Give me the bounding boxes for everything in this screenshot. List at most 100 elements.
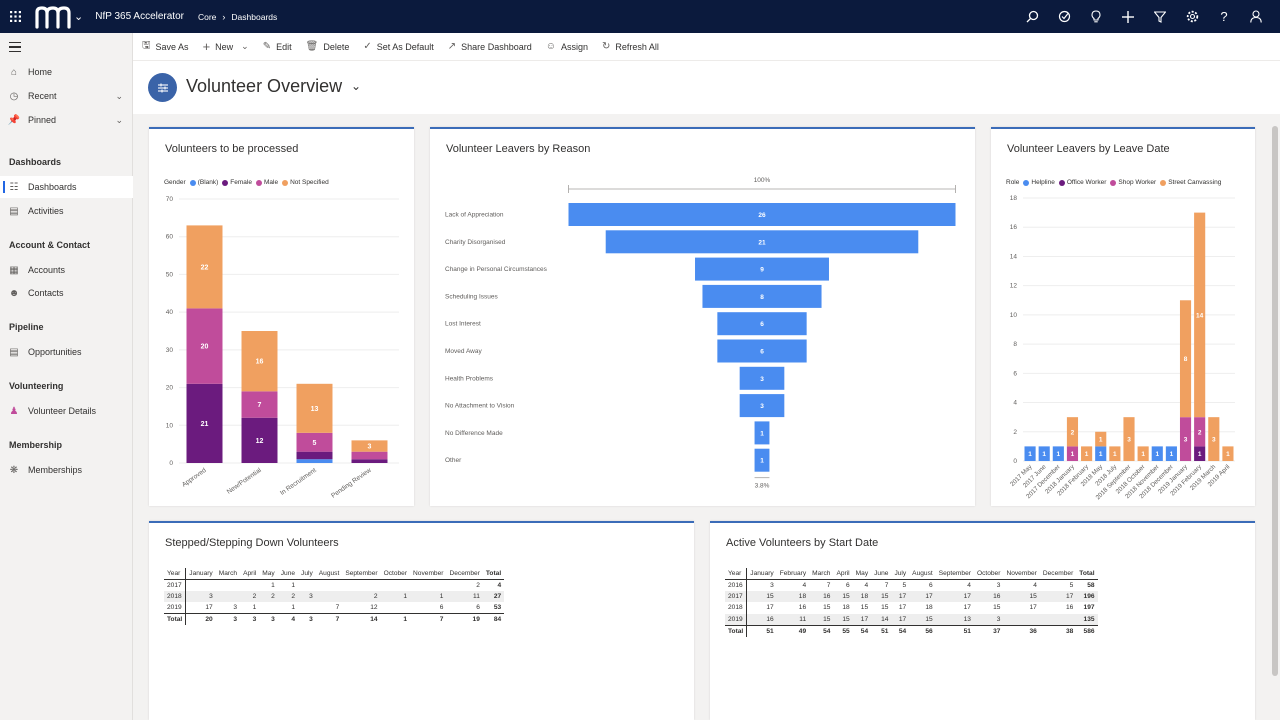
total-row: Total 20 3 3 3 4 3 7 14 1 7 19 84 — [164, 613, 505, 625]
table-cell: 586 — [1076, 624, 1098, 637]
table-cell — [342, 579, 380, 591]
column-header[interactable]: September — [345, 569, 378, 577]
set-default-button[interactable]: ✓ Set As Default — [363, 41, 433, 52]
chart-leavers-by-reason[interactable]: 100% Lack of Appreciation 26 Charity Disorg… — [430, 169, 975, 506]
chevron-down-icon[interactable]: ⌄ — [115, 90, 123, 101]
sidebar-item-contacts[interactable]: ☻ Contacts — [0, 282, 133, 304]
column-header[interactable]: November — [1006, 569, 1037, 577]
sidebar-item-volunteer-details[interactable]: ♟ Volunteer Details — [0, 400, 133, 422]
column-header[interactable]: May — [855, 569, 869, 577]
sidebar-item-home[interactable]: ⌂ Home — [0, 61, 133, 83]
chart-volunteers-to-be-processed[interactable]: 0 10 20 30 40 50 60 70 21 20 22 Approved 12 7 16 New/Po… — [149, 189, 414, 506]
sidebar-item-dashboards[interactable]: ☷ Dashboards — [0, 176, 133, 198]
funnel-category-label: Charity Disorganised — [445, 239, 506, 246]
share-dashboard-button[interactable]: ↗ Share Dashboard — [448, 41, 532, 52]
sidebar-item-activities[interactable]: ▤ Activities — [0, 200, 133, 222]
hamburger-menu-icon[interactable] — [9, 42, 21, 55]
sidebar-item-memberships[interactable]: ❋ Memberships — [0, 459, 133, 481]
column-header[interactable]: April — [243, 569, 257, 577]
sidebar-item-label: Contacts — [28, 288, 64, 298]
column-header[interactable]: February — [779, 569, 807, 577]
legend-item-street-canvassing[interactable]: Street Canvassing — [1168, 179, 1222, 186]
scrollbar-thumb[interactable] — [1272, 126, 1278, 676]
app-switcher-chevron-icon[interactable]: ⌄ — [74, 11, 84, 23]
sidebar-item-accounts[interactable]: ▦ Accounts — [0, 259, 133, 281]
edit-button[interactable]: ✎ Edit — [263, 41, 292, 52]
column-header[interactable]: Total — [485, 569, 502, 577]
panel-leavers-by-leave-date: Volunteer Leavers by Leave Date Role Hel… — [991, 127, 1255, 506]
funnel-bar — [717, 339, 807, 363]
app-launcher-icon[interactable] — [0, 0, 30, 33]
data-label: 3 — [1212, 437, 1216, 444]
column-header[interactable]: July — [301, 569, 313, 577]
legend-dot — [282, 179, 289, 186]
dashboard-selector-chevron-icon[interactable]: ⌄ — [351, 79, 362, 93]
legend-dot — [255, 179, 262, 186]
column-header[interactable]: June — [280, 569, 296, 577]
column-header[interactable]: January — [750, 569, 774, 577]
app-title[interactable]: NfP 365 Accelerator — [95, 11, 184, 22]
breadcrumb-area[interactable]: Core — [197, 11, 217, 22]
table-cell: 2018 — [164, 590, 187, 602]
column-header[interactable]: December — [449, 569, 480, 577]
column-header[interactable]: March — [812, 569, 831, 577]
gear-icon[interactable] — [1176, 0, 1208, 33]
legend-item-shop-worker[interactable]: Shop Worker — [1118, 179, 1157, 186]
column-header[interactable]: July — [894, 569, 907, 577]
table-cell: 3 — [240, 613, 260, 625]
table-cell: 15 — [823, 604, 831, 612]
column-header[interactable]: June — [874, 569, 889, 577]
filter-icon[interactable] — [1144, 0, 1176, 33]
column-header[interactable]: August — [912, 569, 933, 577]
table-cell — [1039, 613, 1077, 625]
column-header[interactable]: October — [976, 569, 1001, 577]
data-label: 1 — [1099, 437, 1103, 444]
chevron-down-icon[interactable]: ⌄ — [241, 41, 249, 51]
column-header[interactable]: September — [938, 569, 971, 577]
legend-item-female[interactable]: Female — [230, 179, 252, 186]
legend-item-helpline[interactable]: Helpline — [1031, 179, 1055, 186]
assign-button[interactable]: ☺ Assign — [546, 41, 588, 52]
help-icon[interactable]: ? — [1220, 9, 1228, 24]
column-header[interactable]: August — [318, 569, 340, 577]
column-header[interactable]: January — [189, 569, 213, 577]
total-row: Total 51 49 54 55 54 51 54 56 51 37 36 38 586 — [725, 624, 1098, 637]
sidebar-item-opportunities[interactable]: ▤ Opportunities — [0, 341, 133, 363]
column-header[interactable]: Total — [1079, 569, 1095, 577]
column-header[interactable]: May — [262, 569, 275, 577]
panel-volunteers-to-be-processed: Volunteers to be processed Gender (Blank… — [149, 127, 414, 506]
sidebar-item-pinned[interactable]: 📌 Pinned ⌄ — [0, 109, 133, 131]
matrix-table-stepped: Year January March April May June July August Se… — [164, 568, 505, 625]
task-flow-icon[interactable] — [1048, 0, 1080, 33]
table-cell: 1 — [291, 581, 296, 589]
user-avatar-icon[interactable] — [1240, 0, 1272, 33]
legend-item-blank[interactable]: (Blank) — [197, 179, 219, 186]
plus-icon[interactable] — [1112, 0, 1144, 33]
legend-item-office-worker[interactable]: Office Worker — [1066, 179, 1107, 186]
column-header[interactable]: April — [836, 569, 850, 577]
refresh-all-button[interactable]: ↻ Refresh All — [602, 41, 659, 52]
column-header[interactable]: March — [218, 569, 238, 577]
delete-button[interactable]: 🗑 Delete — [306, 41, 350, 52]
column-header[interactable]: November — [413, 569, 444, 577]
lightbulb-icon[interactable] — [1080, 0, 1112, 33]
column-header[interactable]: December — [1042, 569, 1074, 577]
app-logo[interactable] — [30, 0, 80, 33]
save-as-button[interactable]: 🖫 Save As — [142, 38, 189, 55]
sidebar-item-recent[interactable]: ◷ Recent ⌄ — [0, 85, 133, 107]
new-button[interactable]: + New ⌄ — [203, 39, 249, 54]
column-header[interactable]: Year — [725, 568, 748, 579]
sidebar: ⌂ Home ◷ Recent ⌄ 📌 Pinned ⌄ Dashboards … — [0, 33, 133, 720]
search-icon[interactable] — [1016, 0, 1048, 33]
column-header[interactable]: October — [383, 569, 408, 577]
legend-dot — [189, 179, 196, 186]
column-header[interactable]: Year — [164, 568, 187, 579]
legend-item-not-specified[interactable]: Not Specified — [290, 179, 329, 186]
page-title[interactable]: Volunteer Overview — [186, 76, 343, 96]
chevron-down-icon[interactable]: ⌄ — [115, 114, 123, 125]
data-label: 1 — [1141, 451, 1145, 458]
legend-item-male[interactable]: Male — [263, 179, 279, 186]
vertical-scrollbar[interactable] — [1270, 114, 1280, 720]
dashboard-icon — [148, 73, 177, 102]
